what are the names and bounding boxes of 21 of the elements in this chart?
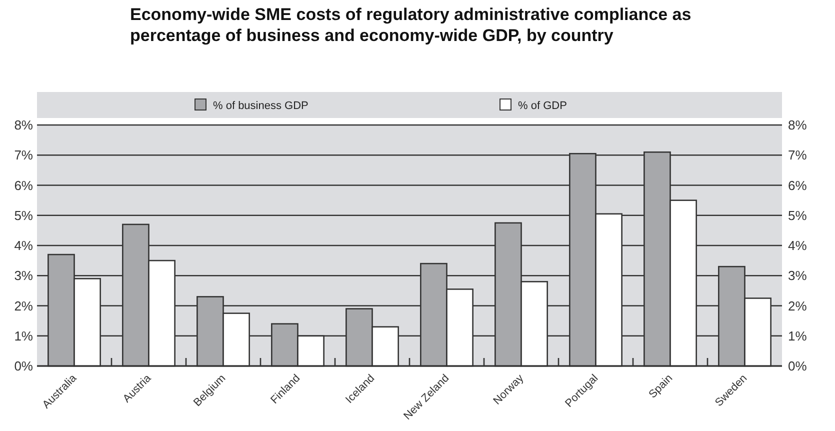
y-tick-label: 3% <box>14 268 34 284</box>
y-tick-label: 0% <box>14 358 34 374</box>
y2-tick-label: 0% <box>788 358 808 374</box>
y2-tick-label: 4% <box>788 238 808 254</box>
y-tick-label: 8% <box>14 118 34 133</box>
chart-title: Economy-wide SME costs of regulatory administrative compliance as percentage of business and economy-wide GDP, by country <box>130 5 692 45</box>
y2-tick-label: 1% <box>788 328 808 344</box>
y2-tick-label: 3% <box>788 268 808 284</box>
y2-tick-label: 5% <box>788 208 808 223</box>
y-tick-label: 4% <box>14 238 34 254</box>
legend-label: % of GDP <box>518 100 567 112</box>
y-tick-label: 7% <box>14 148 34 163</box>
y-tick-label: 2% <box>14 298 34 314</box>
y2-tick-label: 7% <box>788 148 808 163</box>
y-tick-label: 1% <box>14 328 34 344</box>
y2-tick-label: 2% <box>788 298 808 314</box>
y2-tick-label: 8% <box>788 118 808 133</box>
y2-tick-label: 6% <box>788 178 808 193</box>
y-tick-label: 5% <box>14 208 34 223</box>
legend-label: % of business GDP <box>213 100 308 112</box>
y-tick-label: 6% <box>14 178 34 193</box>
